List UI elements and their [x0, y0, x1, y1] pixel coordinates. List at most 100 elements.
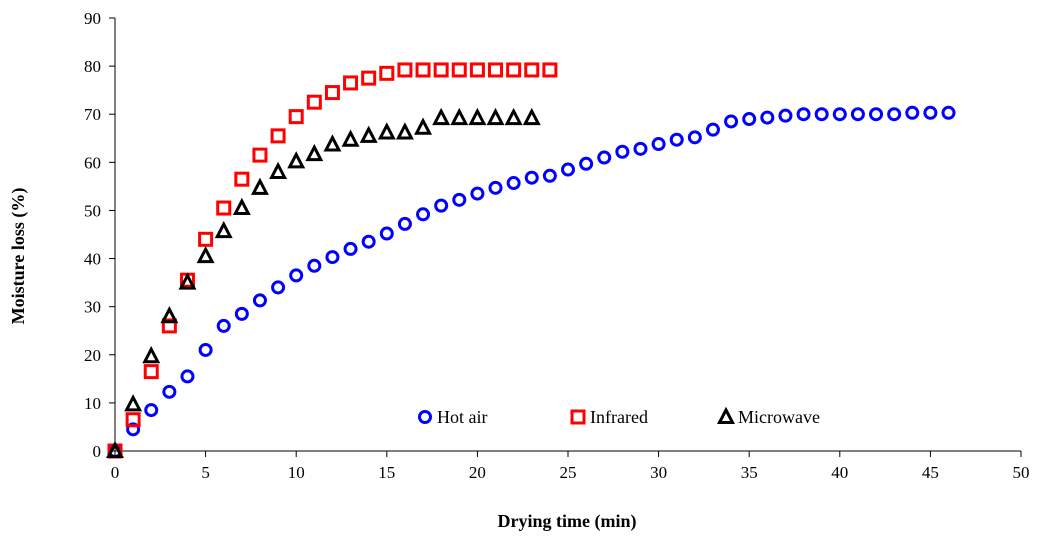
data-point-hot-air — [289, 268, 304, 283]
data-point-hot-air — [343, 241, 358, 256]
data-point-infrared — [524, 62, 540, 78]
data-point-infrared — [451, 62, 467, 78]
y-tick-label: 80 — [84, 57, 101, 76]
data-point-hot-air — [651, 137, 666, 152]
data-point-infrared — [252, 147, 268, 163]
legend-item-infrared: Infrared — [570, 407, 648, 427]
data-point-hot-air — [307, 258, 322, 273]
data-point-microwave — [214, 220, 233, 239]
y-axis-title: Moisture loss (%) — [8, 188, 29, 325]
data-point-hot-air — [542, 168, 557, 183]
x-tick-label: 10 — [288, 463, 305, 482]
data-point-hot-air — [705, 122, 720, 137]
ticks: 0 10 20 30 40 50 60 70 80 90 0 5 10 15 20 25 30 35 40 45 50 — [84, 9, 1030, 482]
data-point-hot-air — [814, 107, 829, 122]
data-point-microwave — [341, 129, 360, 147]
x-tick-label: 25 — [560, 463, 577, 482]
data-point-hot-air — [126, 422, 141, 437]
data-point-infrared — [433, 62, 449, 78]
y-tick-label: 30 — [84, 298, 101, 317]
data-point-microwave — [504, 107, 523, 126]
legend-label-infrared: Infrared — [590, 407, 648, 427]
data-point-hot-air — [252, 293, 267, 308]
data-point-microwave — [160, 306, 179, 324]
data-point-hot-air — [361, 234, 376, 249]
data-point-infrared — [542, 62, 558, 78]
data-point-microwave — [377, 122, 396, 140]
data-point-hot-air — [561, 162, 575, 177]
y-tick-label: 10 — [84, 394, 101, 413]
data-point-hot-air — [470, 186, 485, 201]
data-point-hot-air — [524, 170, 539, 185]
data-point-infrared — [343, 75, 359, 91]
y-tick-label: 90 — [84, 9, 101, 28]
data-point-microwave — [178, 272, 197, 290]
data-point-microwave — [305, 143, 324, 162]
series-infrared — [107, 62, 558, 459]
legend-label-hot-air: Hot air — [437, 407, 487, 427]
data-point-hot-air — [760, 110, 775, 125]
x-tick-label: 20 — [469, 463, 486, 482]
x-axis-title: Drying time (min) — [498, 511, 637, 532]
data-point-hot-air — [234, 306, 249, 321]
data-point-hot-air — [687, 130, 702, 145]
data-point-microwave — [359, 125, 378, 143]
data-point-hot-air — [452, 192, 467, 207]
data-point-hot-air — [434, 198, 449, 213]
data-point-microwave — [196, 245, 215, 264]
x-tick-label: 40 — [831, 463, 848, 482]
data-point-infrared — [288, 109, 304, 125]
data-point-hot-air — [796, 107, 811, 122]
data-point-microwave — [124, 394, 143, 412]
data-point-infrared — [469, 62, 485, 78]
data-point-microwave — [250, 177, 269, 195]
x-tick-label: 30 — [650, 463, 667, 482]
data-point-microwave — [414, 117, 433, 135]
data-point-microwave — [450, 107, 469, 126]
data-point-infrared — [506, 62, 522, 78]
data-point-hot-air — [579, 156, 594, 171]
data-point-hot-air — [488, 180, 503, 195]
data-point-microwave — [522, 107, 541, 126]
legend-item-microwave: Microwave — [717, 406, 820, 427]
data-point-hot-air — [742, 112, 757, 127]
data-point-microwave — [486, 107, 505, 126]
x-tick-label: 0 — [111, 463, 120, 482]
data-point-infrared — [488, 62, 504, 78]
y-tick-label: 20 — [84, 346, 101, 365]
legend: Hot air Infrared Microwave — [418, 406, 820, 427]
data-point-hot-air — [869, 107, 884, 122]
data-point-hot-air — [416, 207, 431, 222]
data-point-infrared — [379, 65, 395, 81]
data-point-hot-air — [506, 176, 521, 191]
legend-marker-microwave — [717, 406, 735, 424]
data-point-microwave — [106, 440, 124, 458]
data-point-hot-air — [144, 403, 159, 418]
data-point-hot-air — [633, 141, 648, 156]
data-point-microwave — [395, 122, 414, 140]
data-points — [106, 62, 956, 459]
data-point-infrared — [306, 94, 322, 110]
data-point-microwave — [468, 107, 487, 126]
data-point-hot-air — [615, 144, 630, 159]
data-point-microwave — [232, 197, 251, 216]
x-tick-label: 45 — [922, 463, 939, 482]
data-point-hot-air — [397, 216, 412, 231]
legend-label-microwave: Microwave — [738, 407, 820, 427]
data-point-infrared — [234, 171, 250, 187]
data-point-infrared — [324, 85, 340, 101]
data-point-hot-air — [887, 107, 902, 122]
data-point-infrared — [125, 412, 141, 428]
x-tick-label: 50 — [1013, 463, 1030, 482]
data-point-hot-air — [271, 280, 286, 295]
data-point-hot-air — [724, 114, 739, 129]
data-point-microwave — [287, 151, 306, 169]
data-point-microwave — [432, 107, 451, 126]
y-tick-label: 0 — [93, 442, 102, 461]
y-tick-label: 70 — [84, 105, 101, 124]
legend-item-hot-air: Hot air — [418, 407, 487, 427]
data-point-hot-air — [325, 250, 340, 265]
data-point-hot-air — [597, 150, 612, 165]
data-point-microwave — [142, 345, 161, 364]
